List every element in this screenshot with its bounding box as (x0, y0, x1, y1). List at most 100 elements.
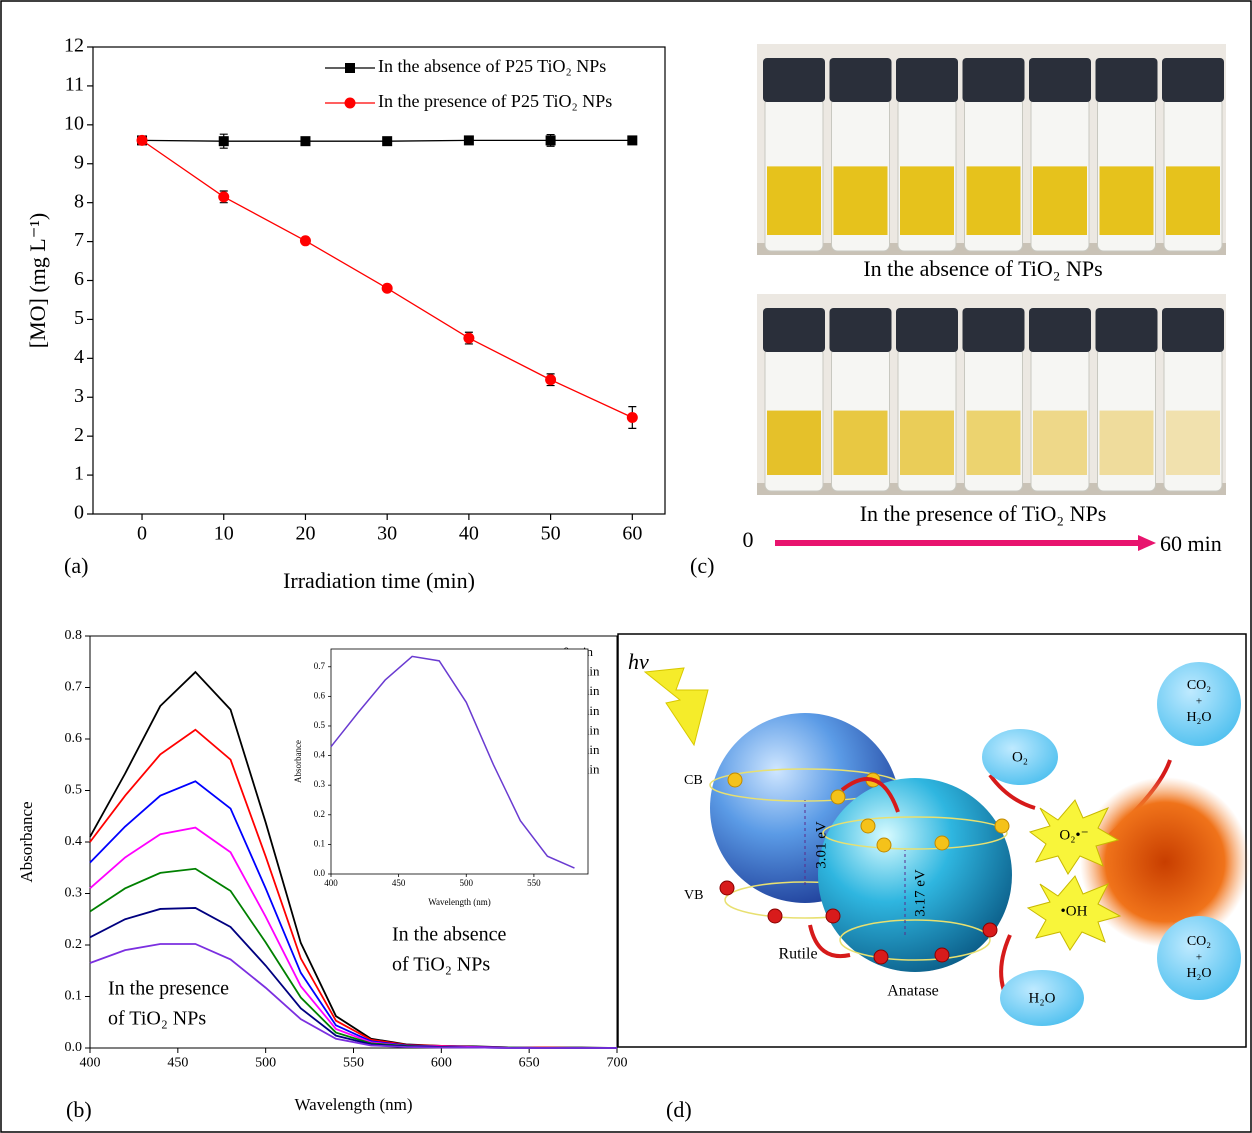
vial-cap (1029, 308, 1091, 352)
annotation: In the absence (392, 924, 507, 946)
arrow-end-label: 60 min (1160, 531, 1222, 556)
marker (382, 283, 393, 294)
vial-liquid (900, 166, 954, 235)
y-tick-label: 0.4 (314, 750, 326, 760)
y-tick-label: 0.3 (314, 779, 326, 789)
legend-label: In the presence of P25 TiO₂ NPs (378, 91, 612, 111)
gap-label: 3.01 eV (813, 821, 829, 869)
x-tick-label: 550 (527, 878, 541, 888)
vial-cap (896, 58, 958, 102)
y-tick-label: 7 (74, 229, 84, 251)
x-tick-label: 30 (377, 523, 397, 545)
y-tick-label: 0.6 (314, 690, 326, 700)
vial-liquid (1166, 166, 1220, 235)
mechanism-diagram: hv CB VB 3.01 eV 3.17 eV Rutile Anatase … (618, 634, 1250, 1047)
x-tick-label: 10 (214, 523, 234, 545)
product-label: CO₂ (1187, 934, 1211, 949)
x-tick-label: 500 (460, 878, 474, 888)
x-tick-label: 450 (167, 1056, 188, 1071)
y-tick-label: 0.8 (65, 628, 83, 643)
y-tick-label: 11 (65, 74, 84, 96)
marker (546, 135, 556, 145)
y-tick-label: 12 (64, 35, 84, 57)
legend-marker (345, 98, 356, 109)
vial-cap (1162, 308, 1224, 352)
y-tick-label: 3 (74, 385, 84, 407)
y-tick-label: 0 (74, 502, 84, 524)
hydroxyl-label: •OH (1061, 903, 1088, 919)
vial-cap (1096, 58, 1158, 102)
annotation: of TiO₂ NPs (392, 954, 490, 976)
x-tick-label: 50 (541, 523, 561, 545)
vial-liquid (1100, 411, 1154, 475)
light-label: hv (628, 649, 649, 674)
vial-liquid (900, 411, 954, 475)
marker (219, 136, 229, 146)
y-tick-label: 10 (64, 112, 84, 134)
o2-label: O₂ (1012, 749, 1028, 765)
x-tick-label: 400 (324, 878, 338, 888)
product-label: H₂O (1186, 966, 1211, 981)
plot-frame (93, 47, 665, 514)
y-tick-label: 9 (74, 151, 84, 173)
marker (463, 333, 474, 344)
vial-liquid (834, 166, 888, 235)
vial-cap (896, 308, 958, 352)
vial-liquid (767, 411, 821, 475)
vial-liquid (1033, 166, 1087, 235)
marker (545, 374, 556, 385)
panel-label: (b) (66, 1097, 92, 1122)
vial-cap (1162, 58, 1224, 102)
y-tick-label: 0.7 (314, 661, 326, 671)
x-tick-label: 700 (607, 1056, 628, 1071)
panel-label: (d) (666, 1097, 692, 1122)
marker (218, 191, 229, 202)
vial-cap (963, 308, 1025, 352)
product-label: H₂O (1186, 710, 1211, 725)
vial-cap (963, 58, 1025, 102)
vial-liquid (767, 166, 821, 235)
x-tick-label: 20 (295, 523, 315, 545)
plot-frame (331, 649, 588, 874)
figure: (a) (b) (c) (d) In the absence of TiO₂ N… (0, 0, 1252, 1133)
y-tick-label: 5 (74, 307, 84, 329)
y-tick-label: 0.0 (314, 868, 326, 878)
vial-liquid (834, 411, 888, 475)
x-tick-label: 600 (431, 1056, 452, 1071)
x-tick-label: 650 (519, 1056, 540, 1071)
h2o-label: H₂O (1029, 990, 1056, 1006)
y-tick-label: 0.5 (314, 720, 326, 730)
vial-cap (1029, 58, 1091, 102)
vial-liquid (967, 411, 1021, 475)
photo-caption: In the absence of TiO₂ NPs (863, 256, 1102, 281)
anatase-label: Anatase (887, 983, 939, 1000)
y-tick-label: 4 (74, 346, 84, 368)
panel-label: (a) (64, 553, 88, 578)
marker (464, 135, 474, 145)
vial-liquid (967, 166, 1021, 235)
marker (382, 136, 392, 146)
marker (137, 135, 148, 146)
y-tick-label: 0.5 (65, 783, 83, 798)
y-axis-label: [MO] (mg L⁻¹) (25, 213, 50, 349)
y-tick-label: 0.2 (314, 809, 325, 819)
product-label: CO₂ (1187, 678, 1211, 693)
x-tick-label: 0 (137, 523, 147, 545)
x-tick-label: 500 (255, 1056, 276, 1071)
vial-cap (830, 58, 892, 102)
vial-cap (763, 308, 825, 352)
y-tick-label: 2 (74, 424, 84, 446)
vial-liquid (1166, 411, 1220, 475)
cb-label: CB (684, 773, 703, 788)
legend-label: In the absence of P25 TiO₂ NPs (378, 56, 606, 76)
panel-label: (c) (690, 553, 714, 578)
y-axis-label: Absorbance (293, 740, 303, 783)
x-axis-label: Irradiation time (min) (283, 568, 475, 593)
annotation: of TiO₂ NPs (108, 1008, 206, 1030)
y-tick-label: 0.0 (65, 1040, 83, 1055)
x-tick-label: 400 (80, 1056, 101, 1071)
vial-cap (763, 58, 825, 102)
vial-cap (830, 308, 892, 352)
superoxide-label: O₂•⁻ (1059, 827, 1088, 843)
x-axis-label: Wavelength (nm) (428, 897, 491, 907)
